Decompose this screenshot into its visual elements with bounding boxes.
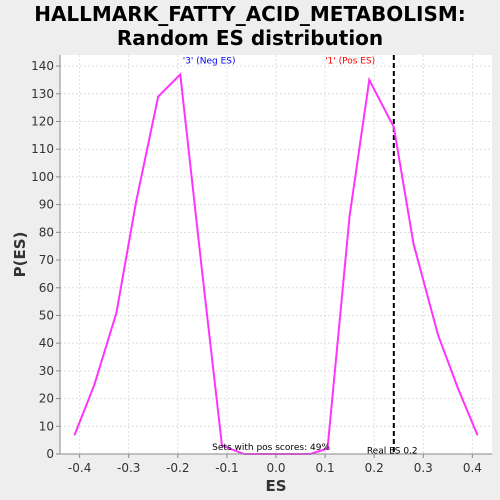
data-point [392, 126, 395, 128]
data-point [73, 433, 76, 436]
data-point [179, 73, 182, 76]
x-tick-label: -0.2 [166, 461, 189, 475]
x-tick-label: -0.1 [215, 461, 238, 475]
data-point [115, 311, 118, 314]
data-point [201, 272, 204, 275]
y-axis-label: P(ES) [11, 232, 29, 278]
y-tick-label: 30 [39, 364, 54, 378]
x-tick-label: 0.1 [316, 461, 335, 475]
annotation-layer: '3' (Neg ES) '1' (Pos ES) Sets with pos sc… [183, 56, 418, 456]
data-point [368, 79, 371, 81]
plot-area [60, 55, 492, 454]
annotation-label: Sets with pos scores: 49% [212, 443, 330, 453]
y-tick-label: 90 [39, 198, 54, 212]
annotation-label: Real ES 0.2 [367, 446, 418, 456]
x-tick-label: 0.0 [266, 461, 285, 475]
y-tick-label: 110 [31, 142, 54, 156]
x-tick-label: -0.3 [117, 461, 140, 475]
y-tick-label: 60 [39, 281, 54, 295]
x-tick-label: 0.4 [463, 461, 482, 475]
axis-layer: 0 10 20 30 40 50 60 70 80 90 100 110 120 130 140 -0.4 -0… [31, 55, 492, 475]
y-tick-label: 0 [46, 447, 54, 461]
y-tick-label: 120 [31, 115, 54, 129]
y-tick-label: 50 [39, 308, 54, 322]
y-tick-label: 80 [39, 225, 54, 239]
x-tick-label: 0.3 [414, 461, 433, 475]
x-axis-label: ES [265, 477, 286, 495]
y-tick-label: 70 [39, 253, 54, 267]
annotation-label: '1' (Pos ES) [325, 56, 375, 66]
data-point [135, 200, 137, 203]
y-tick-label: 100 [31, 170, 54, 184]
y-tick-label: 130 [31, 87, 54, 101]
data-point [326, 447, 329, 450]
grid-layer [60, 55, 492, 455]
x-tick-label: 0.2 [365, 461, 384, 475]
data-point [157, 95, 160, 98]
chart-title-line-2: Random ES distribution [116, 26, 384, 50]
y-tick-label: 10 [39, 419, 54, 433]
y-tick-label: 140 [31, 59, 54, 73]
data-point [437, 333, 439, 336]
data-point [348, 214, 351, 217]
data-point [221, 444, 223, 447]
y-tick-label: 20 [39, 392, 54, 406]
annotation-label: '3' (Neg ES) [183, 56, 236, 66]
data-point [456, 386, 459, 389]
data-point [412, 242, 415, 245]
data-point [476, 433, 479, 436]
data-point [93, 383, 96, 386]
x-tick-label: -0.4 [68, 461, 91, 475]
y-tick-label: 40 [39, 336, 54, 350]
chart-title-line-1: HALLMARK_FATTY_ACID_METABOLISM: [34, 2, 466, 26]
